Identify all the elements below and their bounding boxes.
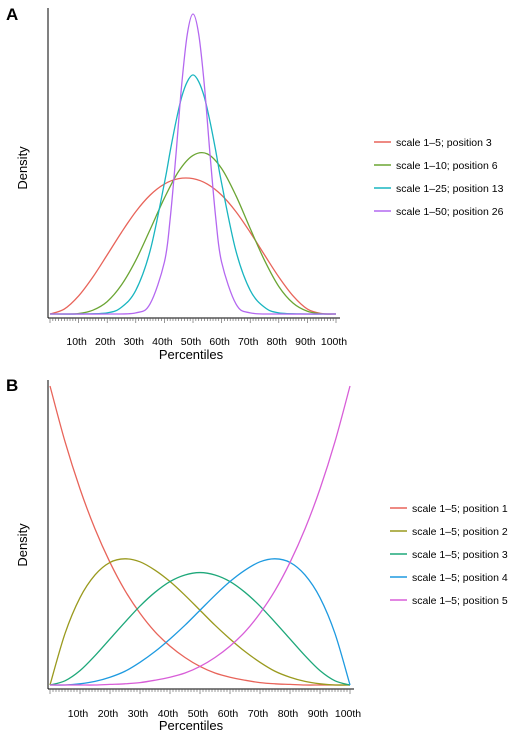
legend-label: scale 1–5; position 5 [412,595,508,607]
x-tick-label: 100th [335,708,361,720]
series-line [49,571,351,686]
x-tick-label: 30th [124,336,145,348]
x-tick-label: 20th [95,336,116,348]
legend-label: scale 1–5; position 1 [412,503,508,515]
x-tick-label: 30th [128,708,149,720]
x-tick-label: 90th [308,708,329,720]
series-line [49,385,351,686]
series-line [49,177,337,315]
x-tick-label: 20th [98,708,119,720]
x-tick-label: 10th [68,708,89,720]
x-tick-label: 50th [181,336,202,348]
x-tick-label: 10th [66,336,87,348]
series-line [49,385,350,686]
x-tick-label: 60th [218,708,239,720]
x-tick-label: 100th [321,336,347,348]
panel-label-a: A [6,5,18,24]
series-line [49,13,337,315]
x-axis-title: Percentiles [159,718,224,733]
panel-label-b: B [6,376,18,395]
x-tick-label: 70th [248,708,269,720]
x-tick-label: 70th [238,336,259,348]
legend-label: scale 1–5; position 4 [412,572,508,584]
x-tick-label: 40th [158,708,179,720]
legend-label: scale 1–5; position 3 [412,549,508,561]
legend: scale 1–5; position 3 scale 1–10; positio… [374,137,504,218]
series-line [49,151,337,315]
legend-label: scale 1–5; position 2 [412,526,508,538]
panel-b: B Density Percentiles 10th 20th 30th 40th 50… [6,376,508,733]
x-tick-label: 40th [152,336,173,348]
x-tick-label: 50th [188,708,209,720]
legend: scale 1–5; position 1 scale 1–5; position… [390,503,508,607]
legend-label: scale 1–5; position 3 [396,137,492,149]
y-axis-title: Density [15,523,30,567]
legend-label: scale 1–25; position 13 [396,183,504,195]
x-tick-label: 80th [278,708,299,720]
x-tick-label: 90th [295,336,316,348]
y-axis-title: Density [15,146,30,190]
legend-label: scale 1–10; position 6 [396,160,498,172]
x-tick-label: 60th [209,336,230,348]
plot-area: 10th 20th 30th 40th 50th 60th 70th 80th 90th 100t… [47,380,361,720]
panel-a: A Density Percentiles 10th 20th 30th 40th 50… [6,5,504,362]
series-line [49,74,337,315]
legend-label: scale 1–50; position 26 [396,206,504,218]
x-axis-title: Percentiles [159,347,224,362]
x-tick-label: 80th [267,336,288,348]
series-line [49,558,351,686]
plot-area: 10th 20th 30th 40th 50th 60th 70th 80th 90th 100t… [47,8,347,348]
